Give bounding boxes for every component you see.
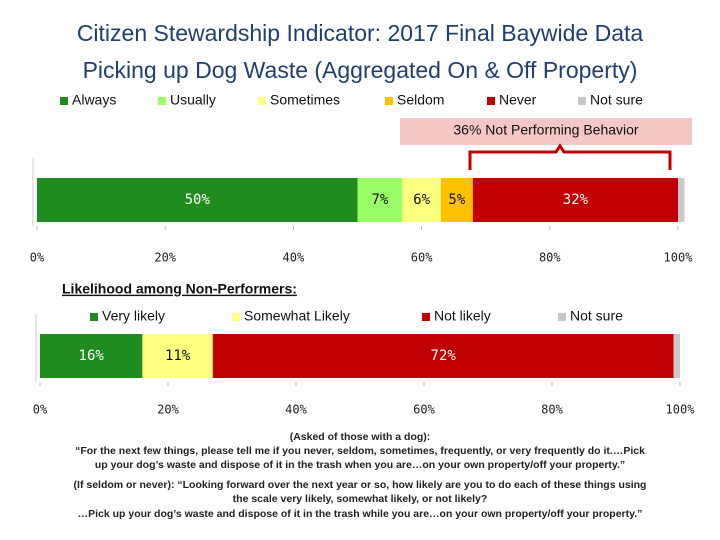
- x-tick-label: 100%: [664, 251, 694, 265]
- legend-swatch: [60, 97, 68, 105]
- value-label: 32%: [563, 192, 589, 208]
- legend-label: Very likely: [102, 308, 165, 324]
- value-label: 72%: [431, 348, 457, 364]
- bar-segment: [673, 334, 680, 378]
- bar-segment: [212, 334, 674, 378]
- value-label: 6%: [413, 192, 430, 208]
- x-tick-label: 20%: [154, 251, 176, 265]
- x-tick-label: 60%: [413, 403, 435, 417]
- value-label: 16%: [79, 348, 105, 364]
- bar-segment: [142, 334, 213, 378]
- legend-label: Always: [72, 92, 116, 108]
- note: the scale very likely, somewhat likely, …: [233, 493, 488, 505]
- legend-swatch: [232, 313, 240, 321]
- x-tick-label: 20%: [157, 403, 179, 417]
- legend-swatch: [258, 97, 266, 105]
- note: …Pick up your dog’s waste and dispose of…: [78, 508, 643, 520]
- legend-label: Never: [499, 92, 537, 108]
- note: (If seldom or never): “Looking forward o…: [74, 479, 647, 491]
- bracket: [468, 143, 672, 170]
- x-tick-label: 100%: [666, 403, 696, 417]
- bar-segment: [678, 178, 685, 222]
- legend-swatch: [90, 313, 98, 321]
- x-tick-label: 40%: [283, 251, 305, 265]
- x-tick-label: 80%: [539, 251, 561, 265]
- legend-label: Sometimes: [270, 92, 340, 108]
- value-label: 11%: [165, 348, 191, 364]
- chart-title: Likelihood among Non-Performers:: [62, 281, 297, 297]
- bar-segment: [37, 178, 358, 222]
- legend-label: Somewhat Likely: [244, 308, 350, 324]
- value-label: 50%: [185, 192, 211, 208]
- note: (Asked of those with a dog):: [290, 431, 431, 443]
- annotation-box: [400, 118, 692, 145]
- legend-label: Not sure: [590, 92, 643, 108]
- bar-segment: [402, 178, 441, 222]
- x-tick-label: 80%: [541, 403, 563, 417]
- legend-swatch: [385, 97, 393, 105]
- x-tick-label: 0%: [33, 403, 48, 417]
- chart-title: Citizen Stewardship Indicator: 2017 Fina…: [77, 20, 644, 46]
- x-tick-label: 60%: [411, 251, 433, 265]
- note: “For the next few things, please tell me…: [75, 445, 645, 457]
- legend-swatch: [158, 97, 166, 105]
- bar-segment: [40, 334, 143, 378]
- legend-swatch: [558, 313, 566, 321]
- value-label: 7%: [372, 192, 389, 208]
- legend-label: Seldom: [397, 92, 444, 108]
- bar-segment: [357, 178, 403, 222]
- bar-segment: [472, 178, 678, 222]
- legend-swatch: [487, 97, 495, 105]
- x-tick-label: 0%: [30, 251, 45, 265]
- x-tick-label: 40%: [285, 403, 307, 417]
- bar-segment: [440, 178, 473, 222]
- note: up your dog’s waste and dispose of it in…: [95, 459, 625, 471]
- value-label: 5%: [448, 192, 465, 208]
- legend-swatch: [422, 313, 430, 321]
- annotation: 36% Not Performing Behavior: [453, 122, 639, 138]
- legend-label: Usually: [170, 92, 216, 108]
- chart-subtitle: Picking up Dog Waste (Aggregated On & Of…: [83, 57, 638, 83]
- legend-label: Not likely: [434, 308, 491, 324]
- legend-swatch: [578, 97, 586, 105]
- legend-label: Not sure: [570, 308, 623, 324]
